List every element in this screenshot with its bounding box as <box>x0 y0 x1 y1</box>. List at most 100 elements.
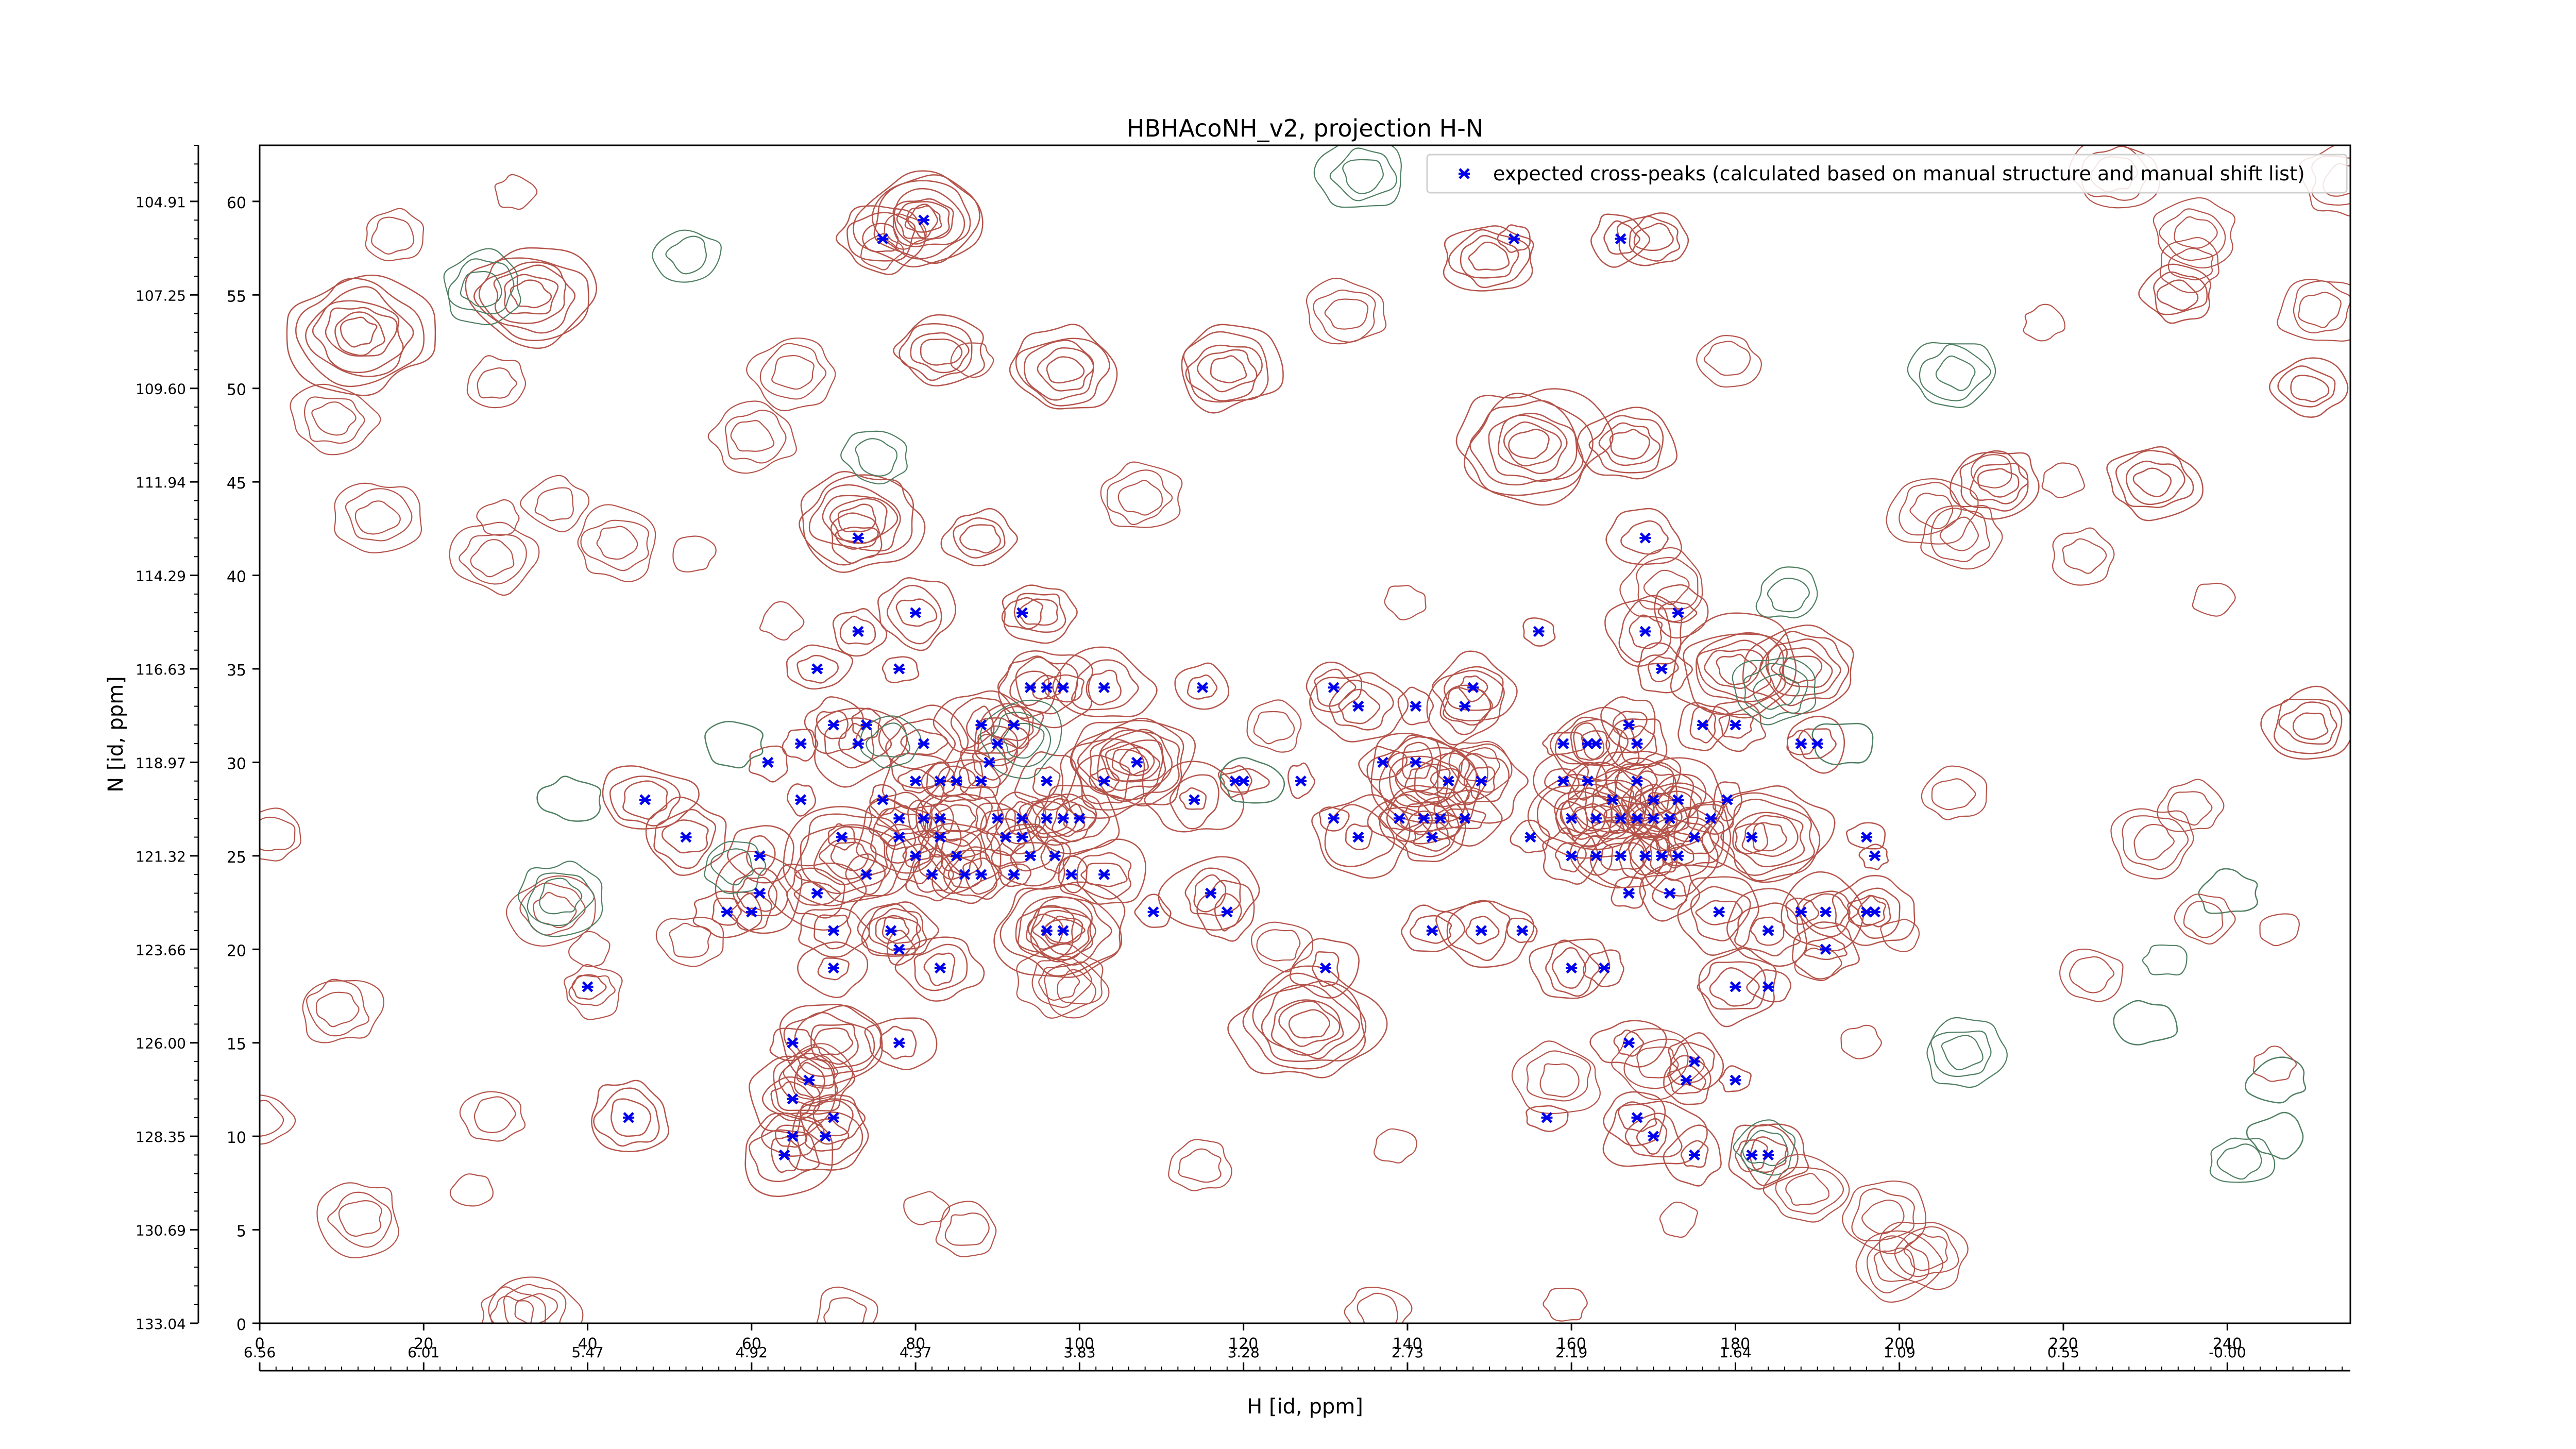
peak-marker <box>1426 831 1438 843</box>
contour-line <box>800 471 926 573</box>
peak-marker <box>992 813 1004 824</box>
peak-marker <box>1221 906 1233 918</box>
contour-line <box>935 1201 997 1257</box>
x-tick-label: 40 <box>578 1335 597 1353</box>
peak-marker <box>1656 663 1668 675</box>
peak-marker <box>951 775 962 787</box>
contour-line <box>1614 764 1658 798</box>
contour-line <box>1611 1028 1705 1100</box>
peak-marker <box>1721 794 1733 805</box>
contour-line <box>1589 830 1648 889</box>
contour-line <box>800 1094 866 1145</box>
peak-marker <box>1869 850 1881 862</box>
peak-marker <box>877 233 889 245</box>
peak-marker <box>1205 887 1216 899</box>
peak-marker <box>1606 794 1618 805</box>
contour-line <box>1052 646 1158 717</box>
contour-line <box>779 1004 883 1087</box>
contour-line <box>1683 633 1788 715</box>
contour-line <box>1734 902 1801 957</box>
contour-line <box>1197 349 1258 393</box>
contour-line <box>2298 292 2342 328</box>
contour-line <box>1570 719 1629 767</box>
contour-line <box>1623 1038 1689 1089</box>
contour-line <box>1618 832 1673 879</box>
contour-line <box>912 854 954 893</box>
contour-line <box>1561 795 1613 840</box>
contour-line <box>1071 717 1184 807</box>
peak-marker <box>1623 1037 1635 1049</box>
y-axis-left: 0 5 10 15 20 25 30 35 40 45 50 55 60 <box>227 194 260 1334</box>
contour-line <box>662 819 709 854</box>
contour-line <box>1941 1035 1984 1071</box>
peak-marker <box>1688 831 1700 843</box>
contour-line <box>1939 516 1979 551</box>
peak-marker <box>1434 813 1446 824</box>
contour-line <box>832 608 888 657</box>
x-tick-label: 160 <box>1557 1335 1586 1353</box>
contour-line <box>2069 956 2115 993</box>
peak-marker <box>1352 831 1364 843</box>
peak-marker <box>1541 1112 1553 1123</box>
contour-line <box>1027 801 1068 835</box>
peak-marker <box>1024 682 1036 694</box>
contour-line <box>505 875 596 947</box>
peak-marker <box>893 943 905 955</box>
peak-marker <box>1147 906 1159 918</box>
contour-line <box>1633 223 1674 251</box>
contour-line <box>305 286 414 377</box>
contour-line <box>829 498 888 544</box>
contour-line <box>466 355 527 409</box>
contour-line <box>1950 451 2040 520</box>
contour-line <box>2138 263 2211 324</box>
peak-marker <box>721 906 733 918</box>
plot-frame <box>259 144 2351 1324</box>
contour-line <box>1709 967 1760 1007</box>
contour-line <box>986 818 1026 856</box>
contour-line <box>563 964 623 1020</box>
contour-line <box>1605 508 1682 565</box>
contour-line <box>503 1284 567 1323</box>
contour-line <box>853 170 984 267</box>
contour-line <box>1251 921 1314 973</box>
peak-marker <box>1730 981 1741 992</box>
contour-line <box>2059 948 2124 1002</box>
contour-line <box>1031 955 1092 1008</box>
peak-marker <box>984 756 995 768</box>
ppm-x-tick-label: 2.73 <box>1392 1344 1423 1361</box>
contour-line <box>1444 666 1504 711</box>
peak-marker <box>762 756 774 768</box>
peak-marker <box>1041 682 1053 694</box>
peak-marker <box>1319 962 1331 974</box>
contour-line <box>1573 722 1605 761</box>
contour-line <box>365 208 425 262</box>
ppm-y-tick-label: 114.29 <box>135 568 186 585</box>
contour-line <box>1384 585 1427 620</box>
peak-marker <box>827 719 839 731</box>
peak-marker <box>1098 775 1110 787</box>
contour-line <box>796 1111 863 1166</box>
contour-line <box>1089 729 1163 791</box>
peak-marker <box>795 738 807 749</box>
peak-marker <box>1730 719 1741 731</box>
contour-line <box>773 1046 856 1111</box>
contour-line <box>2293 280 2350 333</box>
contour-line <box>2278 701 2337 745</box>
ppm-y-tick-label: 107.25 <box>135 287 186 304</box>
contour-line <box>1035 785 1120 854</box>
contour-line <box>1183 331 1269 403</box>
peak-marker <box>1189 794 1200 805</box>
contour-line <box>459 1091 526 1142</box>
contour-line <box>1743 663 1808 719</box>
contour-line <box>1217 765 1252 798</box>
contour-line <box>1677 876 1759 956</box>
contour-line <box>1930 508 1990 563</box>
peak-marker <box>1041 813 1053 824</box>
contour-line <box>1720 798 1815 876</box>
contour-line <box>1052 795 1110 843</box>
peak-marker <box>860 869 872 880</box>
contour-line <box>851 707 881 742</box>
contour-line <box>1641 790 1699 852</box>
contour-line <box>1609 429 1650 460</box>
contour-line <box>260 807 301 862</box>
